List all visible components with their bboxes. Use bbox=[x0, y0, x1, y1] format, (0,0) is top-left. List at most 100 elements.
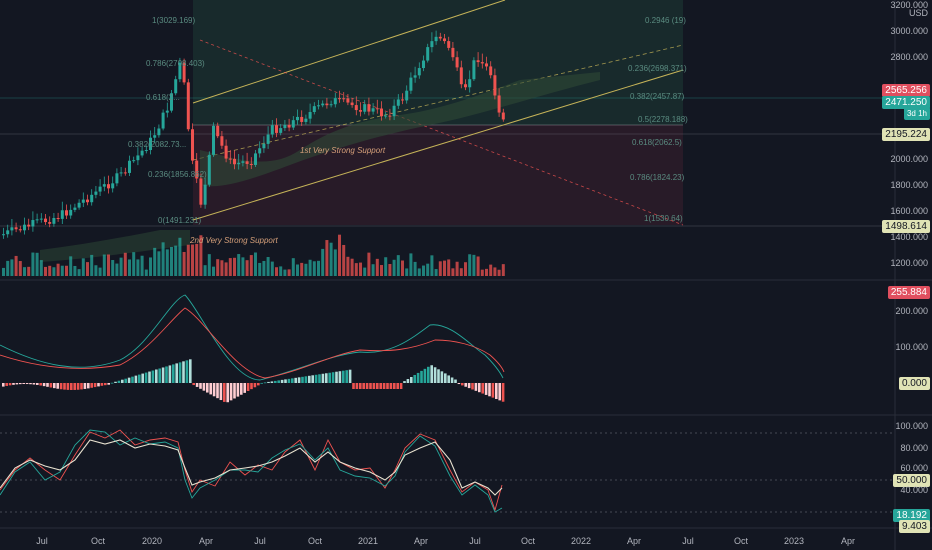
candle[interactable] bbox=[186, 78, 190, 132]
candle[interactable] bbox=[102, 176, 106, 192]
candle[interactable] bbox=[417, 62, 421, 79]
candle[interactable] bbox=[86, 194, 89, 206]
candle[interactable] bbox=[338, 90, 341, 103]
annotation-support2[interactable]: 2nd Very Strong Support bbox=[190, 236, 278, 245]
candle[interactable] bbox=[493, 68, 497, 100]
candle[interactable] bbox=[107, 175, 110, 194]
candle[interactable] bbox=[161, 109, 165, 131]
candle[interactable] bbox=[258, 141, 262, 158]
candle[interactable] bbox=[77, 199, 81, 210]
candle[interactable] bbox=[65, 204, 68, 220]
candle[interactable] bbox=[426, 43, 430, 63]
candle[interactable] bbox=[300, 110, 304, 126]
candle[interactable] bbox=[23, 217, 26, 235]
candle[interactable] bbox=[489, 61, 493, 79]
candle[interactable] bbox=[480, 53, 484, 69]
candle[interactable] bbox=[2, 227, 5, 239]
candle[interactable] bbox=[405, 85, 409, 104]
candle[interactable] bbox=[153, 126, 157, 143]
candle[interactable] bbox=[392, 99, 396, 121]
candle[interactable] bbox=[52, 213, 56, 227]
candle[interactable] bbox=[354, 96, 358, 116]
candle[interactable] bbox=[31, 211, 35, 232]
candle[interactable] bbox=[401, 93, 404, 105]
candle[interactable] bbox=[39, 213, 43, 223]
candle[interactable] bbox=[69, 204, 73, 219]
candle[interactable] bbox=[468, 70, 472, 93]
candle[interactable] bbox=[275, 118, 278, 138]
candle[interactable] bbox=[81, 192, 85, 208]
candle[interactable] bbox=[18, 225, 22, 233]
candle[interactable] bbox=[241, 155, 245, 167]
candle[interactable] bbox=[73, 203, 77, 213]
candle[interactable] bbox=[472, 57, 476, 82]
candle[interactable] bbox=[144, 145, 148, 154]
candle[interactable] bbox=[48, 216, 52, 228]
candle[interactable] bbox=[312, 102, 316, 115]
candle[interactable] bbox=[140, 146, 144, 158]
candle[interactable] bbox=[291, 116, 295, 131]
candle[interactable] bbox=[321, 100, 325, 108]
candle[interactable] bbox=[60, 201, 64, 224]
candle[interactable] bbox=[233, 150, 236, 170]
candles[interactable] bbox=[2, 30, 505, 239]
candle[interactable] bbox=[455, 51, 459, 71]
candle[interactable] bbox=[35, 213, 39, 224]
candle[interactable] bbox=[149, 130, 152, 155]
candle[interactable] bbox=[363, 99, 367, 115]
candle[interactable] bbox=[367, 97, 371, 116]
candle[interactable] bbox=[136, 147, 140, 166]
candle[interactable] bbox=[212, 122, 215, 157]
candle[interactable] bbox=[44, 213, 47, 225]
candle[interactable] bbox=[216, 122, 220, 139]
candle[interactable] bbox=[438, 32, 442, 41]
candle[interactable] bbox=[375, 99, 379, 114]
candle[interactable] bbox=[333, 92, 337, 108]
candle[interactable] bbox=[485, 56, 488, 71]
candle[interactable] bbox=[191, 123, 194, 165]
channel-upper[interactable] bbox=[192, 0, 506, 104]
candle[interactable] bbox=[98, 179, 102, 197]
candle[interactable] bbox=[409, 72, 413, 94]
candle[interactable] bbox=[413, 66, 417, 83]
candle[interactable] bbox=[279, 124, 283, 136]
candle[interactable] bbox=[207, 151, 211, 187]
candle[interactable] bbox=[228, 150, 232, 164]
candle[interactable] bbox=[174, 75, 178, 96]
candle[interactable] bbox=[396, 94, 400, 109]
candle[interactable] bbox=[94, 185, 98, 199]
candle[interactable] bbox=[459, 60, 463, 89]
candle[interactable] bbox=[123, 167, 127, 176]
candle[interactable] bbox=[165, 102, 169, 118]
candle[interactable] bbox=[262, 136, 266, 153]
candle[interactable] bbox=[182, 58, 186, 85]
candle[interactable] bbox=[157, 124, 161, 138]
candle[interactable] bbox=[195, 153, 199, 184]
candle[interactable] bbox=[237, 153, 241, 170]
trendline-red[interactable] bbox=[199, 39, 684, 226]
candle[interactable] bbox=[451, 41, 455, 61]
candle[interactable] bbox=[346, 93, 350, 106]
candle[interactable] bbox=[497, 88, 501, 117]
candle[interactable] bbox=[317, 99, 320, 110]
candle[interactable] bbox=[422, 55, 425, 72]
candle[interactable] bbox=[447, 36, 451, 51]
annotation-support1[interactable]: 1st Very Strong Support bbox=[300, 146, 386, 155]
candle[interactable] bbox=[203, 177, 207, 209]
candle[interactable] bbox=[430, 32, 434, 53]
candle[interactable] bbox=[6, 224, 10, 238]
candle[interactable] bbox=[254, 149, 257, 168]
candle[interactable] bbox=[224, 139, 228, 163]
candle[interactable] bbox=[443, 33, 446, 44]
candle[interactable] bbox=[384, 111, 388, 119]
candle[interactable] bbox=[245, 152, 249, 170]
candle[interactable] bbox=[115, 168, 119, 187]
candle[interactable] bbox=[283, 120, 287, 132]
candle[interactable] bbox=[476, 52, 480, 67]
candle[interactable] bbox=[296, 109, 299, 125]
candle[interactable] bbox=[464, 79, 467, 91]
candle[interactable] bbox=[501, 108, 505, 122]
candle[interactable] bbox=[14, 222, 18, 233]
candle[interactable] bbox=[90, 189, 94, 206]
